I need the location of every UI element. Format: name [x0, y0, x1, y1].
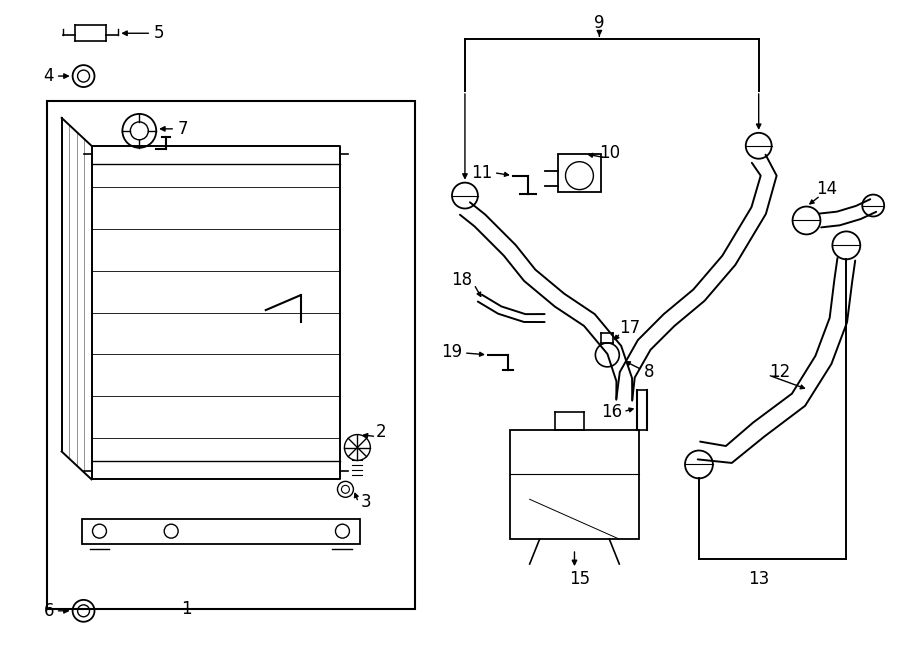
Text: 5: 5 — [153, 24, 164, 42]
Circle shape — [565, 162, 593, 190]
Text: 6: 6 — [44, 602, 54, 620]
Text: 4: 4 — [44, 67, 54, 85]
Text: 14: 14 — [816, 180, 838, 198]
Text: 3: 3 — [360, 493, 371, 511]
Bar — [82, 519, 360, 544]
Text: 11: 11 — [472, 164, 493, 182]
Text: 2: 2 — [375, 422, 386, 441]
Text: 8: 8 — [644, 363, 654, 381]
Text: 13: 13 — [748, 570, 770, 588]
Text: 12: 12 — [769, 363, 790, 381]
Text: 7: 7 — [177, 120, 188, 138]
Text: 17: 17 — [619, 319, 641, 337]
Text: 9: 9 — [594, 15, 605, 32]
Text: 18: 18 — [451, 271, 472, 290]
Text: 1: 1 — [181, 600, 192, 618]
Text: 16: 16 — [601, 403, 622, 420]
Bar — [557, 154, 601, 192]
Text: 10: 10 — [599, 143, 620, 162]
Text: 19: 19 — [441, 343, 462, 361]
Bar — [509, 430, 639, 539]
Text: 15: 15 — [569, 570, 590, 588]
Bar — [47, 101, 415, 609]
